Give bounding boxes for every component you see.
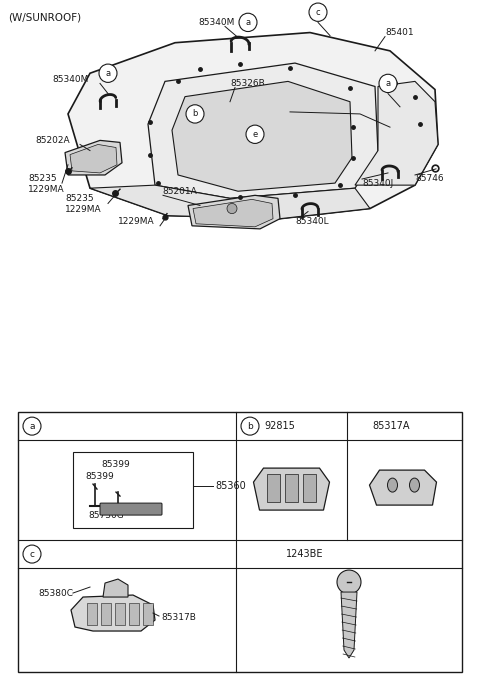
Polygon shape — [90, 185, 370, 219]
Text: 85235: 85235 — [28, 174, 57, 183]
Polygon shape — [253, 468, 329, 510]
Text: 1229MA: 1229MA — [118, 218, 155, 226]
Text: 85340M: 85340M — [198, 18, 234, 27]
Text: 85201A: 85201A — [162, 187, 197, 196]
Text: a: a — [29, 421, 35, 431]
Bar — [115, 603, 125, 625]
Text: 85746: 85746 — [415, 174, 444, 183]
Circle shape — [23, 417, 41, 435]
Text: 85360: 85360 — [215, 482, 246, 491]
Text: 85326B: 85326B — [230, 79, 265, 88]
Text: b: b — [192, 109, 198, 118]
Polygon shape — [68, 33, 438, 219]
Text: c: c — [29, 549, 35, 559]
FancyBboxPatch shape — [100, 503, 162, 515]
Polygon shape — [65, 140, 122, 175]
Text: 85380C: 85380C — [38, 588, 73, 598]
Circle shape — [227, 203, 237, 213]
Text: 1243BE: 1243BE — [286, 549, 324, 559]
Text: 85340J: 85340J — [362, 179, 393, 187]
Circle shape — [186, 105, 204, 123]
Bar — [129, 603, 139, 625]
Text: e: e — [252, 130, 258, 139]
Polygon shape — [370, 470, 436, 505]
Polygon shape — [341, 592, 357, 658]
Text: 85235: 85235 — [65, 194, 94, 203]
Ellipse shape — [387, 478, 397, 492]
Circle shape — [246, 125, 264, 144]
Bar — [302, 474, 315, 502]
Bar — [143, 603, 153, 625]
Bar — [285, 474, 298, 502]
Polygon shape — [70, 144, 117, 173]
Text: 1229MA: 1229MA — [65, 205, 102, 214]
Polygon shape — [355, 81, 438, 185]
Circle shape — [241, 417, 259, 435]
Text: a: a — [385, 79, 391, 88]
Text: 85401: 85401 — [385, 28, 414, 37]
Circle shape — [99, 64, 117, 82]
Text: b: b — [247, 421, 253, 431]
Text: 91800C: 91800C — [295, 97, 330, 106]
Bar — [87, 603, 97, 625]
Text: 85399: 85399 — [101, 460, 130, 469]
Text: 85340L: 85340L — [295, 218, 329, 226]
Polygon shape — [188, 196, 280, 229]
Polygon shape — [71, 595, 155, 631]
Text: a: a — [106, 68, 110, 78]
Polygon shape — [172, 81, 352, 192]
Text: 85202A: 85202A — [35, 136, 70, 145]
Bar — [73, 452, 193, 528]
Circle shape — [379, 75, 397, 92]
Text: 85317A: 85317A — [372, 421, 409, 431]
Circle shape — [309, 3, 327, 21]
Circle shape — [23, 545, 41, 563]
Bar — [266, 474, 279, 502]
Text: 85730G: 85730G — [88, 511, 124, 520]
Text: 1229MA: 1229MA — [28, 185, 65, 194]
Text: (W/SUNROOF): (W/SUNROOF) — [8, 12, 81, 22]
Ellipse shape — [409, 478, 420, 492]
Circle shape — [337, 570, 361, 594]
Text: 85317B: 85317B — [161, 613, 196, 622]
Polygon shape — [193, 199, 273, 227]
Text: 85399: 85399 — [85, 472, 114, 481]
Polygon shape — [103, 579, 128, 597]
Text: 85340M: 85340M — [52, 75, 88, 84]
Bar — [101, 603, 111, 625]
Text: c: c — [316, 8, 320, 16]
Polygon shape — [148, 63, 378, 198]
Text: a: a — [245, 18, 251, 27]
Circle shape — [239, 13, 257, 31]
Text: 92815: 92815 — [264, 421, 295, 431]
